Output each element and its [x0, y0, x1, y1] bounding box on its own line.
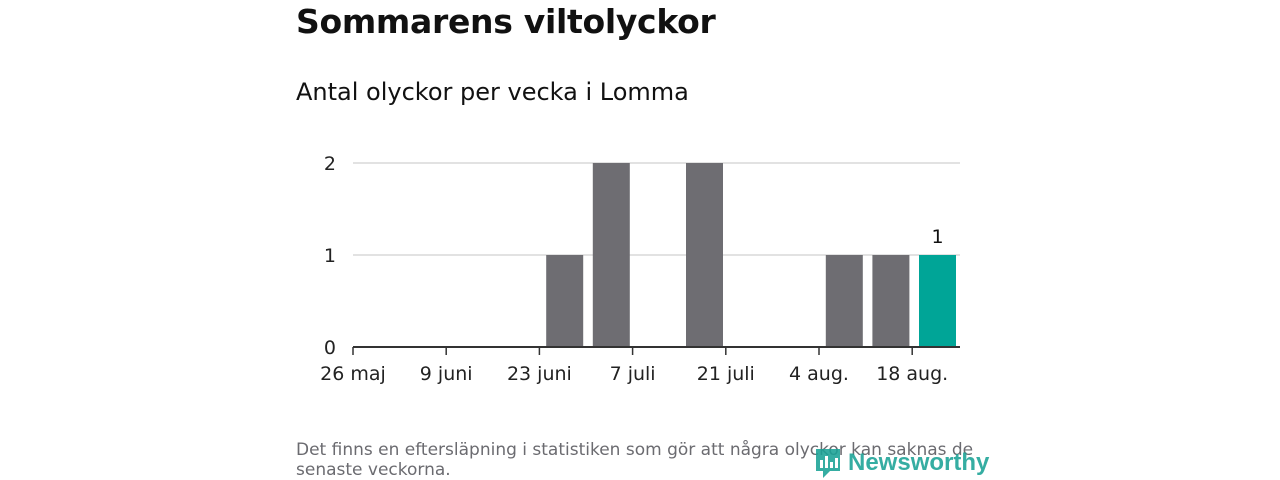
chart-title: Sommarens viltolyckor [296, 2, 716, 41]
bar [872, 255, 910, 347]
y-tick-label: 1 [324, 245, 336, 267]
x-tick-label: 18 aug. [876, 363, 948, 385]
data-label: 1 [931, 226, 943, 248]
bar [592, 163, 630, 347]
y-tick-label: 2 [324, 153, 336, 175]
x-tick-label: 4 aug. [789, 363, 849, 385]
newsworthy-logo-icon [816, 449, 840, 478]
x-tick-label: 26 maj [320, 363, 386, 385]
x-tick-label: 21 juli [697, 363, 755, 385]
chart-subtitle: Antal olyckor per vecka i Lomma [296, 78, 689, 106]
highlighted-bar [919, 255, 956, 347]
x-tick-label: 7 juli [610, 363, 656, 385]
newsworthy-logo-text: Newsworthy [848, 449, 990, 476]
y-tick-label: 0 [324, 337, 336, 359]
bar [546, 255, 584, 347]
x-tick-label: 9 juni [420, 363, 473, 385]
bar [686, 163, 723, 347]
x-tick-label: 23 juni [507, 363, 572, 385]
newsworthy-logo: Newsworthy [814, 446, 989, 480]
bar [825, 255, 863, 347]
footnote: Det finns en eftersläpning i statistiken… [296, 440, 974, 480]
